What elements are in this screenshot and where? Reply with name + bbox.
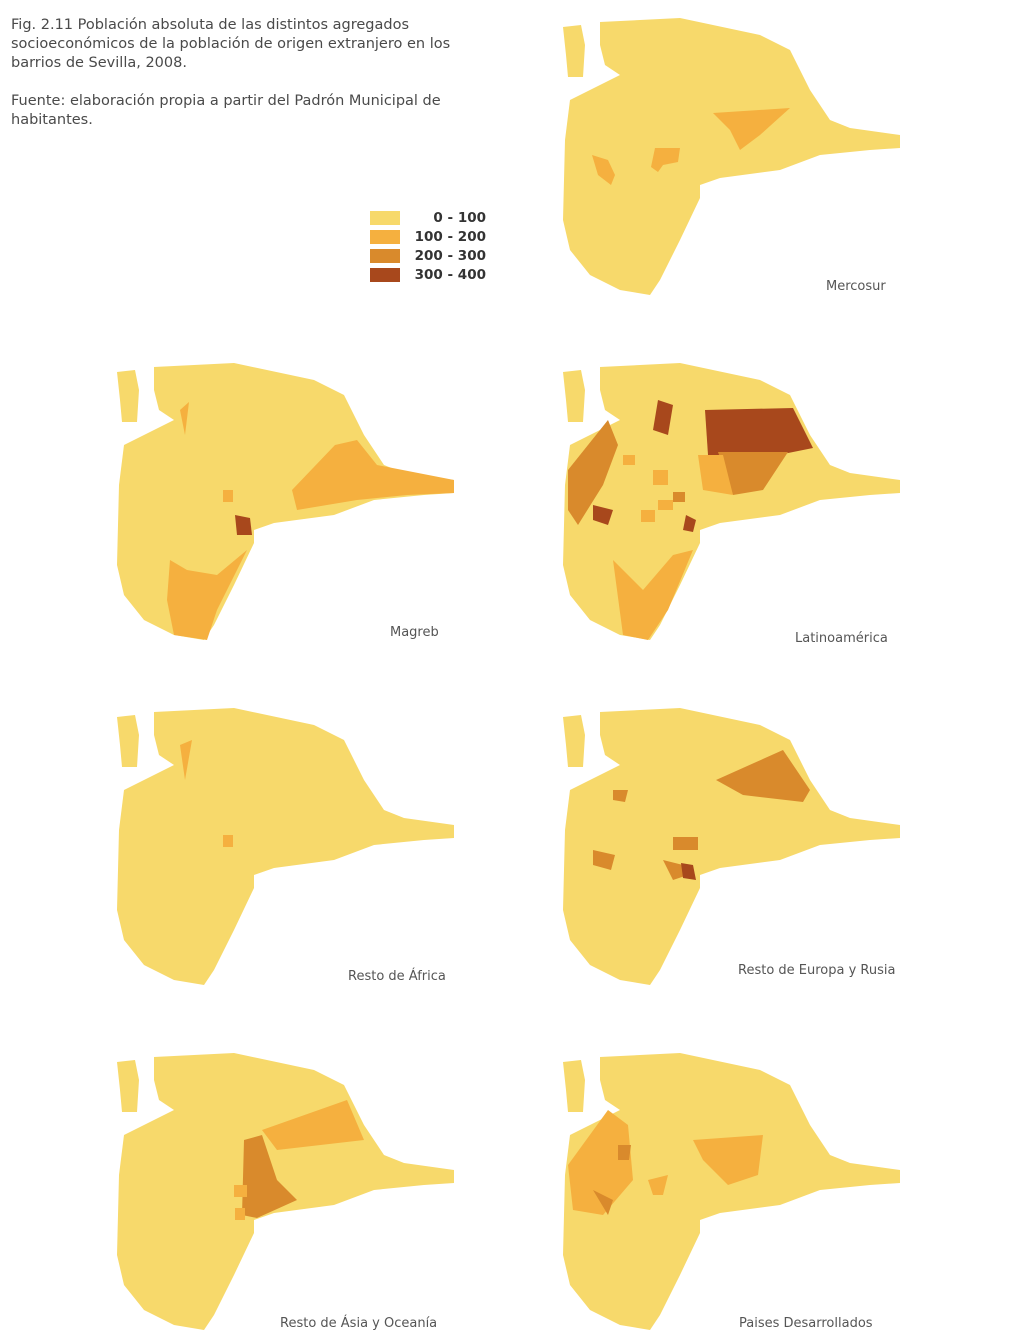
district-region <box>593 505 613 525</box>
city-outline <box>563 18 900 295</box>
map-title-resto-africa: Resto de África <box>348 969 446 984</box>
map-4 <box>117 708 454 985</box>
district-region <box>242 1135 297 1218</box>
district-region <box>618 1145 631 1160</box>
district-region <box>673 492 685 502</box>
district-region <box>167 550 247 640</box>
map-title-resto-asia: Resto de Ásia y Oceanía <box>280 1316 438 1331</box>
district-region <box>180 402 189 435</box>
district-region <box>653 400 673 435</box>
city-outline <box>117 708 454 985</box>
map-1 <box>563 18 900 295</box>
district-region <box>262 1100 364 1150</box>
district-region <box>613 550 693 640</box>
map-7 <box>563 1053 900 1330</box>
district-region <box>180 740 192 780</box>
map-5 <box>563 708 900 985</box>
legend-swatch <box>370 248 400 263</box>
map-title-paises-desarrollados: Paises Desarrollados <box>739 1316 873 1331</box>
caption-title: Fig. 2.11 Población absoluta de las dist… <box>11 17 451 71</box>
city-outline <box>563 363 900 640</box>
district-region <box>641 510 655 522</box>
district-region <box>592 155 615 185</box>
district-region <box>234 1185 247 1197</box>
district-region <box>648 1175 668 1195</box>
legend: 0 - 100 100 - 200 200 - 300 300 - 400 <box>370 208 486 284</box>
district-region <box>658 500 673 510</box>
map-title-latinoamerica: Latinoamérica <box>795 631 888 646</box>
map-title-mercosur: Mercosur <box>826 279 886 294</box>
district-region <box>568 420 618 525</box>
district-region <box>683 515 696 532</box>
legend-item: 300 - 400 <box>370 265 486 284</box>
district-region <box>693 1135 763 1185</box>
city-outline <box>117 363 454 640</box>
city-outline <box>563 1053 900 1330</box>
district-region <box>718 452 788 495</box>
district-region <box>235 515 252 535</box>
map-title-resto-europa: Resto de Europa y Rusia <box>738 963 896 978</box>
district-region <box>623 455 635 465</box>
city-outline <box>563 708 900 985</box>
legend-item: 0 - 100 <box>370 208 486 227</box>
district-region <box>653 470 668 485</box>
map-2 <box>117 363 454 640</box>
district-region <box>713 108 790 150</box>
figure-caption: Fig. 2.11 Población absoluta de las dist… <box>11 16 501 149</box>
district-region <box>568 1110 633 1215</box>
legend-item: 100 - 200 <box>370 227 486 246</box>
district-region <box>593 850 615 870</box>
map-title-magreb: Magreb <box>390 625 439 640</box>
district-region <box>673 837 698 850</box>
district-region <box>613 790 628 802</box>
district-region <box>593 1190 613 1215</box>
district-region <box>223 490 233 502</box>
legend-item: 200 - 300 <box>370 246 486 265</box>
map-6 <box>117 1053 454 1330</box>
legend-swatch <box>370 267 400 282</box>
district-region <box>698 455 733 495</box>
district-region <box>223 835 233 847</box>
district-region <box>235 1208 245 1220</box>
district-region <box>681 863 696 880</box>
district-region <box>651 148 680 172</box>
district-region <box>292 440 454 510</box>
map-3 <box>563 363 900 640</box>
legend-swatch <box>370 229 400 244</box>
legend-swatch <box>370 210 400 225</box>
district-region <box>716 750 810 802</box>
district-region <box>705 408 813 460</box>
caption-source: Fuente: elaboración propia a partir del … <box>11 93 441 128</box>
